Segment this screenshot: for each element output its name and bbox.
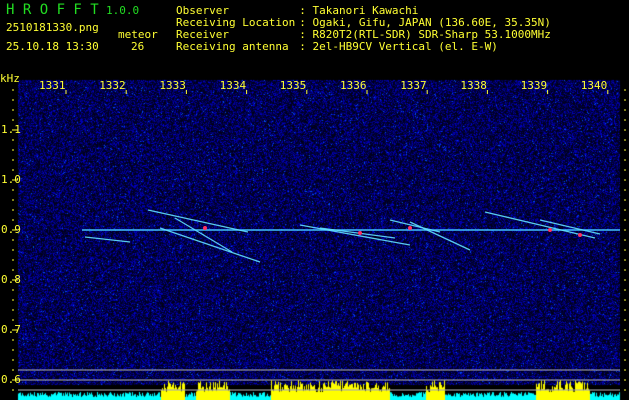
meteor-echo-peak <box>408 226 412 230</box>
x-tick-label: 1339 <box>520 79 548 92</box>
info-label-antenna: Receiving antenna <box>176 40 289 53</box>
info-value-antenna: : 2el-HB9CV Vertical (el. E-W) <box>299 40 498 53</box>
station-info: Observer : Takanori Kawachi Receiving Lo… <box>176 5 551 53</box>
meteor-echo-trace <box>174 217 233 253</box>
meteor-echo-trace <box>147 209 249 233</box>
y-tick-label: 0.6 <box>1 373 21 386</box>
info-label-location: Receiving Location <box>176 16 296 29</box>
x-tick-label: 1337 <box>400 79 427 92</box>
meteor-echo-trace <box>389 219 441 233</box>
info-label-receiver: Receiver <box>176 28 229 41</box>
meteor-echo-trace <box>484 211 596 239</box>
x-tick-label: 1331 <box>39 79 66 92</box>
y-tick-label: 1.1 <box>1 123 21 136</box>
x-tick-label: 1336 <box>340 79 367 92</box>
meteor-echo-trace <box>539 219 601 235</box>
x-tick-label: 1335 <box>279 79 307 92</box>
info-value-location: : Ogaki, Gifu, JAPAN (136.60E, 35.35N) <box>299 16 551 29</box>
info-label-observer: Observer <box>176 4 229 17</box>
y-axis-unit: kHz <box>0 72 20 85</box>
x-tick-label: 1340 <box>580 79 608 92</box>
meteor-count: 26 <box>131 40 145 53</box>
y-tick-label: 0.9 <box>1 223 21 236</box>
y-tick-label: 0.8 <box>1 273 21 286</box>
meteor-echo-trace <box>319 227 396 239</box>
info-value-receiver: : R820T2(RTL-SDR) SDR-Sharp 53.1000MHz <box>299 28 551 41</box>
y-tick-label: 0.7 <box>1 323 21 336</box>
meteor-label: meteor <box>118 28 158 41</box>
datetime: 25.10.18 13:30 <box>6 40 99 53</box>
meteor-echo-trace <box>159 227 261 263</box>
meteor-echo-peak <box>578 233 582 237</box>
y-tick-label: 1.0 <box>1 173 21 186</box>
info-value-observer: : Takanori Kawachi <box>299 4 419 17</box>
meteor-echo-trace <box>84 236 131 243</box>
meteor-echo-trace <box>299 224 411 246</box>
filename: 2510181330.png <box>6 21 99 34</box>
x-tick-label: 1332 <box>99 79 126 92</box>
x-tick-label: 1338 <box>460 79 487 92</box>
meteor-echo-peak <box>358 231 362 235</box>
app-title: H R O F F T <box>6 2 99 18</box>
meteor-echo-peak <box>548 228 552 232</box>
meteor-echo-trace <box>409 221 471 251</box>
app-version: 1.0.0 <box>106 4 140 17</box>
x-tick-label: 1334 <box>219 79 247 92</box>
meteor-echo-peak <box>203 226 207 230</box>
x-tick-label: 1333 <box>159 79 186 92</box>
